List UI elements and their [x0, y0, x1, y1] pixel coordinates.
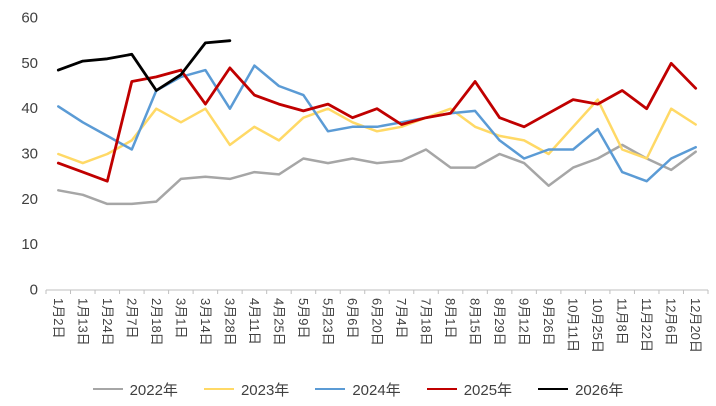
legend-label: 2025年 [463, 381, 513, 399]
y-axis-tick-label: 60 [21, 10, 38, 27]
x-axis-tick-label: 3月28日 [222, 298, 237, 346]
x-axis-tick-label: 8月29日 [492, 298, 507, 346]
series-line-2022年 [57, 143, 697, 206]
legend-line-swatch [203, 388, 234, 390]
x-axis-tick-label: 2月18日 [149, 298, 164, 346]
x-axis-tick-label: 5月23日 [320, 298, 335, 346]
y-axis-tick-label: 30 [21, 146, 38, 163]
x-axis-tick-label: 10月25日 [590, 298, 605, 353]
x-axis-tick-label: 11月8日 [615, 298, 630, 345]
y-axis-tick-label: 10 [21, 236, 38, 253]
legend-line-swatch [315, 388, 346, 390]
legend-item-2023年[interactable]: 2023年 [203, 379, 290, 400]
legend-item-2026年[interactable]: 2026年 [538, 379, 623, 400]
x-axis-tick-label: 6月6日 [345, 298, 360, 338]
x-axis-tick-label: 12月6日 [664, 298, 679, 346]
series-line-2025年 [56, 61, 698, 183]
y-axis-tick-label: 40 [21, 100, 38, 117]
x-axis-tick-label: 8月1日 [443, 298, 458, 338]
legend-item-2025年[interactable]: 2025年 [426, 379, 513, 400]
x-axis-tick-label: 9月12日 [517, 298, 532, 346]
y-axis-tick-label: 0 [30, 282, 38, 299]
legend-line-swatch [426, 388, 457, 390]
legend-line-swatch [538, 388, 569, 390]
x-axis-tick-label: 3月14日 [198, 298, 213, 346]
x-axis-tick-label: 11月22日 [639, 298, 654, 352]
series-line-2026年 [56, 39, 232, 92]
y-axis-tick-label: 20 [21, 191, 38, 208]
x-axis-tick-label: 5月9日 [296, 298, 311, 338]
x-axis-tick-label: 2月7日 [124, 298, 139, 338]
legend-label: 2026年 [575, 381, 624, 399]
legend-label: 2023年 [240, 381, 290, 399]
x-axis-tick-label: 1月2日 [51, 298, 66, 338]
x-axis-tick-label: 9月26日 [541, 298, 556, 346]
x-axis-tick-label: 4月25日 [271, 298, 286, 346]
legend-item-2024年[interactable]: 2024年 [315, 379, 401, 400]
legend-line-swatch [92, 388, 123, 390]
legend-label: 2024年 [352, 381, 401, 399]
x-axis-tick-label: 7月4日 [394, 298, 409, 338]
x-axis-tick-label: 1月24日 [100, 298, 115, 346]
legend-label: 2022年 [129, 381, 178, 399]
y-axis-tick-label: 50 [21, 55, 38, 72]
legend-item-2022年[interactable]: 2022年 [92, 379, 178, 400]
x-axis-tick-label: 12月20日 [688, 298, 703, 353]
x-axis-tick-label: 7月18日 [419, 298, 434, 346]
x-axis-tick-label: 8月15日 [468, 298, 483, 346]
line-chart: 0 10 20 30 40 50 60 1月2日 1月13日 1月24日 2月7日 2月18日 3月1日… [21, 10, 709, 353]
x-axis-tick-label: 4月11日 [247, 298, 262, 345]
x-axis-tick-label: 10月11日 [566, 298, 581, 352]
x-axis-tick-label: 1月13日 [75, 298, 90, 346]
x-axis-tick-label: 3月1日 [173, 298, 188, 338]
series-line-2023年 [57, 98, 697, 165]
x-axis-tick-label: 6月20日 [370, 298, 385, 346]
chart-legend: 2022年 2023年 2024年 2025年 2026年 [0, 374, 716, 404]
